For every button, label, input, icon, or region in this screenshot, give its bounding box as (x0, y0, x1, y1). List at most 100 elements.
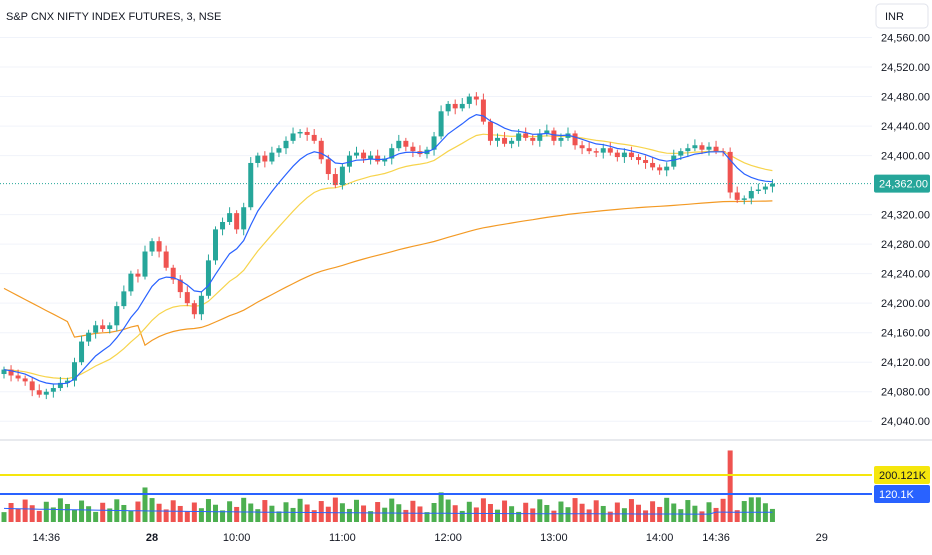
volume-bar (403, 509, 409, 522)
candle-body (495, 137, 500, 141)
candle-body (227, 213, 233, 222)
candle-body (636, 157, 641, 161)
ema-fast-path (3, 113, 773, 385)
y-tick-label: 24,400.00 (881, 151, 930, 163)
volume-bar (290, 507, 296, 522)
candle-body (734, 192, 740, 200)
candle-body (607, 148, 613, 153)
candle-body (234, 213, 240, 230)
volume-bar (93, 511, 99, 522)
candle-body (177, 279, 183, 293)
volume-bars (1, 450, 775, 522)
last-price-value: 24,362.00 (879, 179, 928, 191)
candle-body (459, 103, 465, 109)
candle-body (1, 369, 7, 375)
volume-bar (297, 498, 303, 522)
x-tick-label: 12:00 (434, 532, 462, 544)
volume-bar (586, 509, 592, 522)
candle-body (276, 148, 282, 153)
volume-bar (361, 505, 367, 522)
candle-body (15, 375, 21, 379)
candle-body (593, 151, 599, 153)
candle-body (36, 390, 42, 395)
volume-bar (523, 502, 529, 522)
volume-bar (579, 503, 585, 522)
volume-bar (636, 504, 641, 522)
volume-bar (184, 511, 190, 522)
volume-bar (269, 505, 275, 522)
volume-bar (516, 511, 522, 522)
candle-body (452, 103, 458, 109)
candle-body (650, 162, 656, 168)
candle-body (361, 152, 367, 159)
candle-body (283, 140, 289, 149)
volume-bar (769, 508, 775, 522)
candle-body (741, 198, 747, 200)
volume-bar (480, 498, 486, 522)
currency-button[interactable]: INR (885, 11, 904, 23)
candle-body (678, 151, 684, 156)
volume-bar (142, 487, 148, 522)
volume-bar (57, 498, 63, 522)
volume-bar (438, 492, 444, 522)
y-tick-label: 24,480.00 (881, 92, 930, 104)
candle-body (213, 229, 218, 261)
y-tick-label: 24,240.00 (881, 269, 930, 281)
candle-body (600, 148, 606, 153)
candle-body (368, 155, 374, 159)
candles (1, 92, 775, 400)
volume-bar (685, 500, 691, 522)
chart-title: S&P CNX NIFTY INDEX FUTURES, 3, NSE (6, 11, 221, 23)
volume-bar (43, 501, 49, 522)
volume-bar (593, 500, 599, 522)
y-tick-label: 24,200.00 (881, 298, 930, 310)
volume-bar (445, 499, 451, 522)
volume-bar (220, 510, 226, 522)
volume-bar (311, 510, 317, 522)
candle-body (748, 191, 754, 199)
volume-bar (382, 507, 388, 522)
x-tick-label: 11:00 (329, 532, 356, 544)
volume-bar (15, 508, 21, 522)
y-tick-label: 24,520.00 (881, 62, 930, 74)
volume-bar (755, 497, 761, 522)
currency-button-frame[interactable] (875, 3, 929, 29)
candle-body (304, 131, 310, 135)
volume-bar (466, 501, 472, 522)
candle-body (262, 155, 268, 162)
volume-bar (375, 502, 381, 522)
volume-bar (495, 509, 500, 522)
candle-body (100, 325, 106, 329)
candle-body (135, 273, 141, 277)
volume-bar (318, 501, 324, 522)
volume-bar (459, 510, 465, 522)
volume-level-badge-bg (874, 466, 930, 484)
volume-bar (205, 499, 211, 522)
candle-body (431, 136, 437, 150)
volume-bar (572, 498, 578, 522)
volume-bar (699, 511, 705, 522)
time-axis[interactable]: 14:36 28 10:00 11:00 12:00 13:00 14:00 14:36 29 (33, 532, 828, 544)
price-axis[interactable]: 24,560.00 24,520.00 24,480.00 24,440.00 24,4… (881, 33, 930, 429)
volume-bar (262, 500, 268, 522)
volume-bar (720, 498, 726, 522)
volume-bar (628, 499, 634, 522)
volume-bar (100, 502, 106, 522)
candle-body (22, 378, 28, 382)
candle-body (205, 260, 211, 296)
volume-bar (346, 508, 352, 522)
candle-body (64, 380, 70, 383)
volume-bar (509, 506, 515, 522)
volume-bar (537, 499, 543, 522)
candle-body (572, 133, 578, 146)
candle-body (699, 145, 705, 150)
volume-bar (191, 502, 197, 522)
volume-bar (64, 503, 70, 522)
y-tick-label: 24,160.00 (881, 328, 930, 340)
volume-bar (614, 502, 620, 522)
candle-body (50, 388, 56, 392)
candle-body (107, 325, 113, 329)
volume-bar (29, 505, 35, 522)
